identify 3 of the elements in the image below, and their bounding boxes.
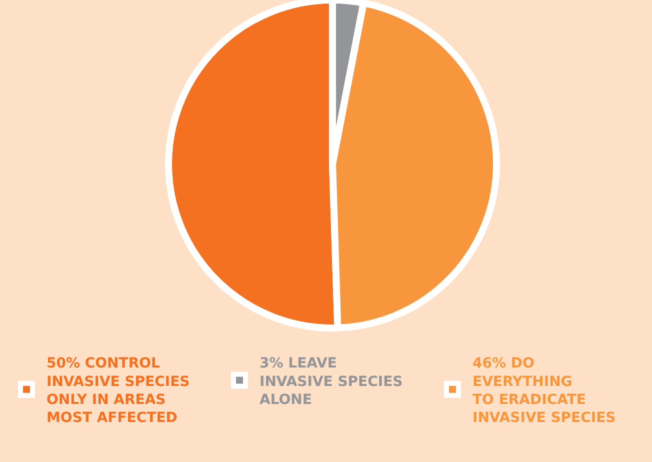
legend-label: 50% CONTROL INVASIVE SPECIES ONLY IN AREAS MOST AFFECTED bbox=[46, 356, 190, 426]
legend-label: 46% DO EVERYTHING TO ERADICATE INVASIVE SPECIES bbox=[472, 356, 616, 426]
legend-label: 3% LEAVE INVASIVE SPECIES ALONE bbox=[260, 356, 403, 408]
